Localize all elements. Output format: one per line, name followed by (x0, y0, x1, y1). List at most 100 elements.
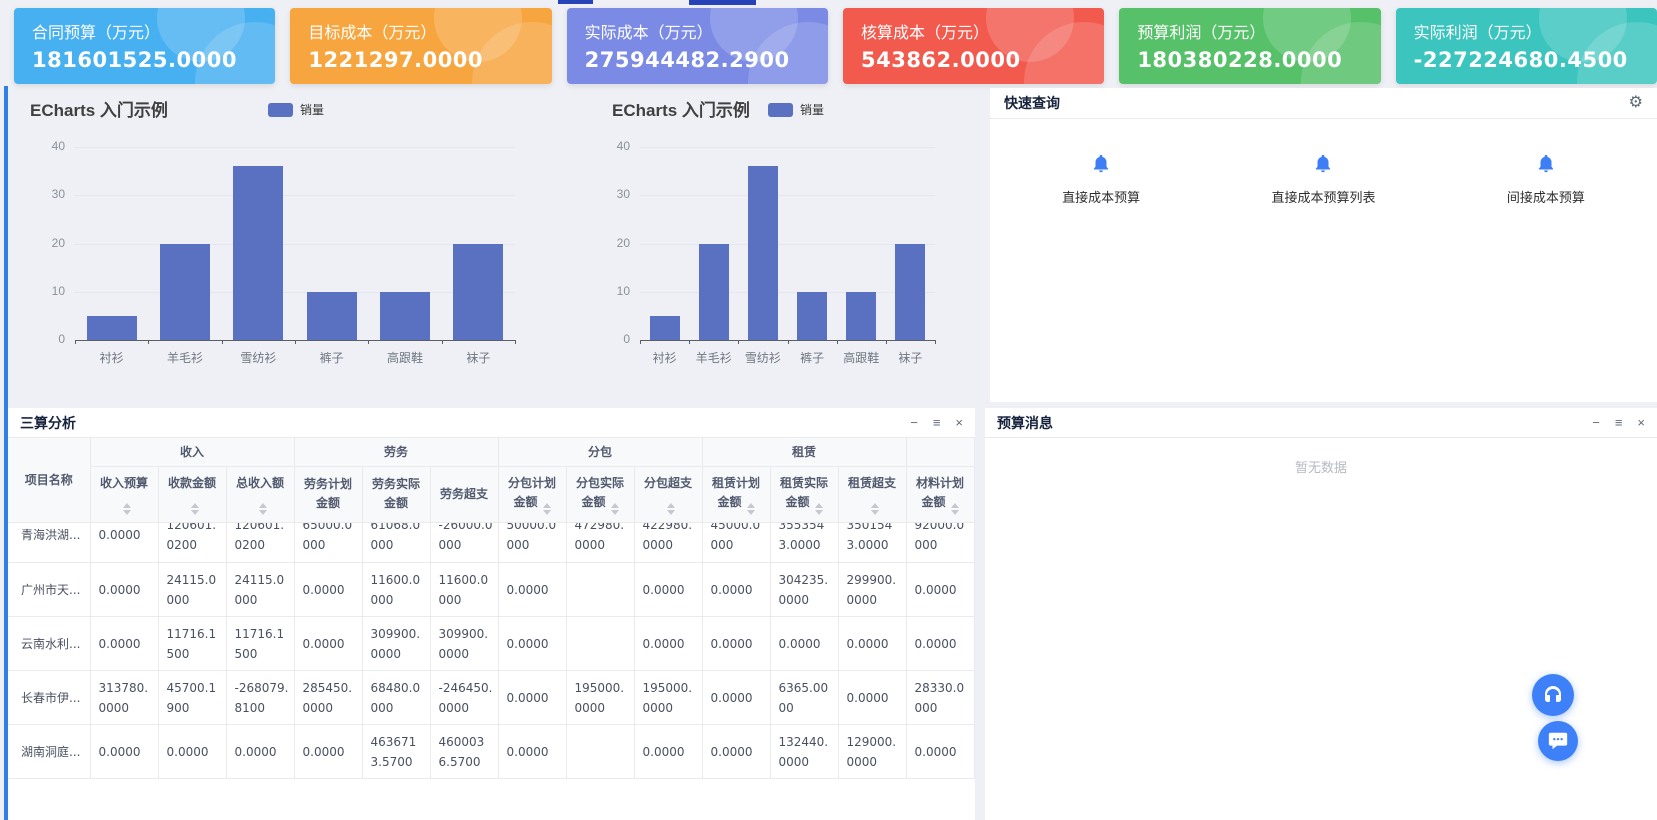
column-header[interactable]: 租赁计划 金额 (702, 466, 771, 523)
customer-service-fab[interactable] (1532, 674, 1574, 716)
table-cell (566, 616, 635, 671)
table-cell: 0.0000 (634, 724, 703, 779)
table-cell: 0.0000 (838, 670, 907, 725)
y-axis-label: 40 (616, 139, 630, 153)
table-cell: 0.0000 (906, 724, 975, 779)
table-cell: 11716.1500 (226, 616, 295, 671)
bar-chart: ECharts 入门示例 销量 0 10 20 30 40 衬衫 羊毛衫 雪纺衫 裤子 高跟鞋 袜子 (550, 88, 978, 390)
table-cell: 92000.0000 (906, 522, 975, 563)
chart-bar (747, 166, 778, 340)
y-axis-label: 10 (616, 283, 630, 298)
chart-bar (306, 291, 357, 340)
legend-label: 销量 (300, 103, 325, 117)
panel-header: 预算消息 − ≡ × (985, 408, 1657, 438)
project-name-cell: 湖南洞庭... (8, 724, 91, 779)
column-header[interactable]: 总收入额 (226, 466, 295, 523)
column-header: 劳务计划 金额 (294, 466, 363, 523)
legend-swatch (268, 102, 293, 117)
chart-legend[interactable]: 销量 (268, 101, 324, 118)
stat-card: 实际成本（万元） 275944482.2900 (566, 8, 828, 84)
table-row: 云南水利... 0.0000 11716.1500 11716.1500 0.0000 3… (8, 616, 975, 671)
x-axis-label: 袜子 (898, 351, 923, 365)
column-header[interactable]: 分包实际 金额 (566, 466, 635, 523)
chart-bar (649, 315, 680, 340)
table-row: 长春市伊... 313780.0000 45700.1900 -268079.8100… (8, 670, 975, 725)
stat-card-label: 实际利润（万元） (1413, 25, 1542, 42)
table-cell: 24115.0000 (158, 562, 227, 617)
column-group-header (906, 438, 975, 467)
table-cell: 50000.0000 (498, 522, 567, 563)
gridline (75, 195, 515, 197)
table-cell: 129000.0000 (838, 724, 907, 779)
quick-query-item[interactable]: 直接成本预算列表 (1212, 152, 1434, 206)
stat-card-label: 核算成本（万元） (860, 25, 989, 42)
table-cell: 11600.0000 (362, 562, 431, 617)
column-group-header: 租赁 (702, 438, 907, 467)
table-cell: 0.0000 (226, 724, 295, 779)
close-button[interactable]: × (1637, 415, 1645, 430)
column-header[interactable]: 收入预算 (90, 466, 159, 523)
window-controls: − ≡ × (910, 416, 963, 429)
table-group-header-row: 项目名称 收入 劳务 分包 租赁 (8, 438, 975, 523)
bar-chart: ECharts 入门示例 销量 0 10 20 30 40 衬衫 羊毛衫 雪纺衫 裤子 高跟鞋 袜子 (8, 88, 550, 390)
sort-caret (746, 502, 755, 515)
table-cell: 0.0000 (838, 616, 907, 671)
top-bar-fragment (558, 0, 593, 4)
table-cell: 0.0000 (770, 616, 839, 671)
x-axis-label: 羊毛衫 (695, 351, 732, 365)
stat-card-value: 181601525.0000 (32, 48, 237, 72)
analysis-title: 三算分析 (20, 414, 76, 431)
axis-tick (515, 340, 516, 344)
column-header[interactable]: 分包计划 金额 (498, 466, 567, 523)
x-axis-label: 高跟鞋 (843, 351, 880, 365)
x-axis-label: 衬衫 (652, 351, 677, 365)
table-cell: 0.0000 (634, 562, 703, 617)
stat-card: 预算利润（万元） 180380228.0000 (1119, 8, 1381, 84)
axis-tick (221, 340, 223, 344)
chart-bar (895, 243, 926, 340)
sort-caret (190, 502, 199, 515)
column-header[interactable]: 租赁实际 金额 (770, 466, 839, 523)
stat-card-label: 目标成本（万元） (308, 25, 437, 42)
table-cell: 3553543.0000 (770, 522, 839, 563)
quick-query-items: 直接成本预算 直接成本预算列表 间接成本预算 (990, 119, 1657, 206)
table-cell: 11716.1500 (158, 616, 227, 671)
axis-tick (836, 340, 838, 344)
column-header[interactable]: 分包超支 (634, 466, 703, 523)
close-button[interactable]: × (955, 415, 963, 430)
gridline (640, 147, 935, 148)
list-button[interactable]: ≡ (932, 415, 941, 430)
column-header[interactable]: 收款金额 (158, 466, 227, 523)
gridline (75, 291, 515, 293)
project-name-cell: 云南水利... (8, 616, 91, 671)
column-header[interactable]: 材料计划 金额 (906, 466, 975, 523)
chat-fab[interactable] (1538, 721, 1578, 761)
table-cell: 0.0000 (294, 724, 363, 779)
minimize-button[interactable]: − (1592, 415, 1600, 430)
table-sub-header-row: 收入预算 收款金额 总收入额 劳务计划 金额 劳务实际 金额 劳务超支 分包计划 金额 分包实际 金额… (8, 466, 975, 523)
list-button[interactable]: ≡ (1614, 415, 1623, 430)
project-name-cell: 广州市天... (8, 562, 91, 617)
stat-cards-row: 合同预算（万元） 181601525.0000 目标成本（万元） 1221297.00… (14, 8, 1657, 84)
minimize-button[interactable]: − (910, 415, 918, 430)
analysis-table-body-scroll[interactable]: 青海洪湖... 0.0000 120601.0200 120601.0200 65000… (8, 522, 975, 820)
quick-query-item[interactable]: 直接成本预算 (990, 152, 1212, 206)
x-axis-label: 裤子 (800, 351, 825, 365)
axis-tick (738, 340, 740, 344)
empty-data-text: 暂无数据 (1294, 460, 1347, 475)
chart-bar (797, 291, 828, 340)
y-axis-label: 30 (616, 187, 630, 202)
quick-query-title: 快速查询 (1004, 95, 1060, 111)
column-header: 劳务超支 (430, 466, 499, 523)
table-cell: 11600.0000 (430, 562, 499, 617)
table-cell: 0.0000 (90, 522, 159, 563)
sort-caret (258, 502, 267, 515)
axis-tick (295, 340, 296, 344)
chart-legend[interactable]: 销量 (768, 101, 824, 118)
column-header[interactable]: 租赁超支 (838, 466, 907, 523)
gear-icon[interactable]: ⚙ (1628, 94, 1643, 111)
table-cell: 0.0000 (702, 562, 771, 617)
quick-query-item[interactable]: 间接成本预算 (1435, 152, 1657, 206)
table-cell: 4636713.5700 (362, 724, 431, 779)
gridline (640, 291, 935, 293)
